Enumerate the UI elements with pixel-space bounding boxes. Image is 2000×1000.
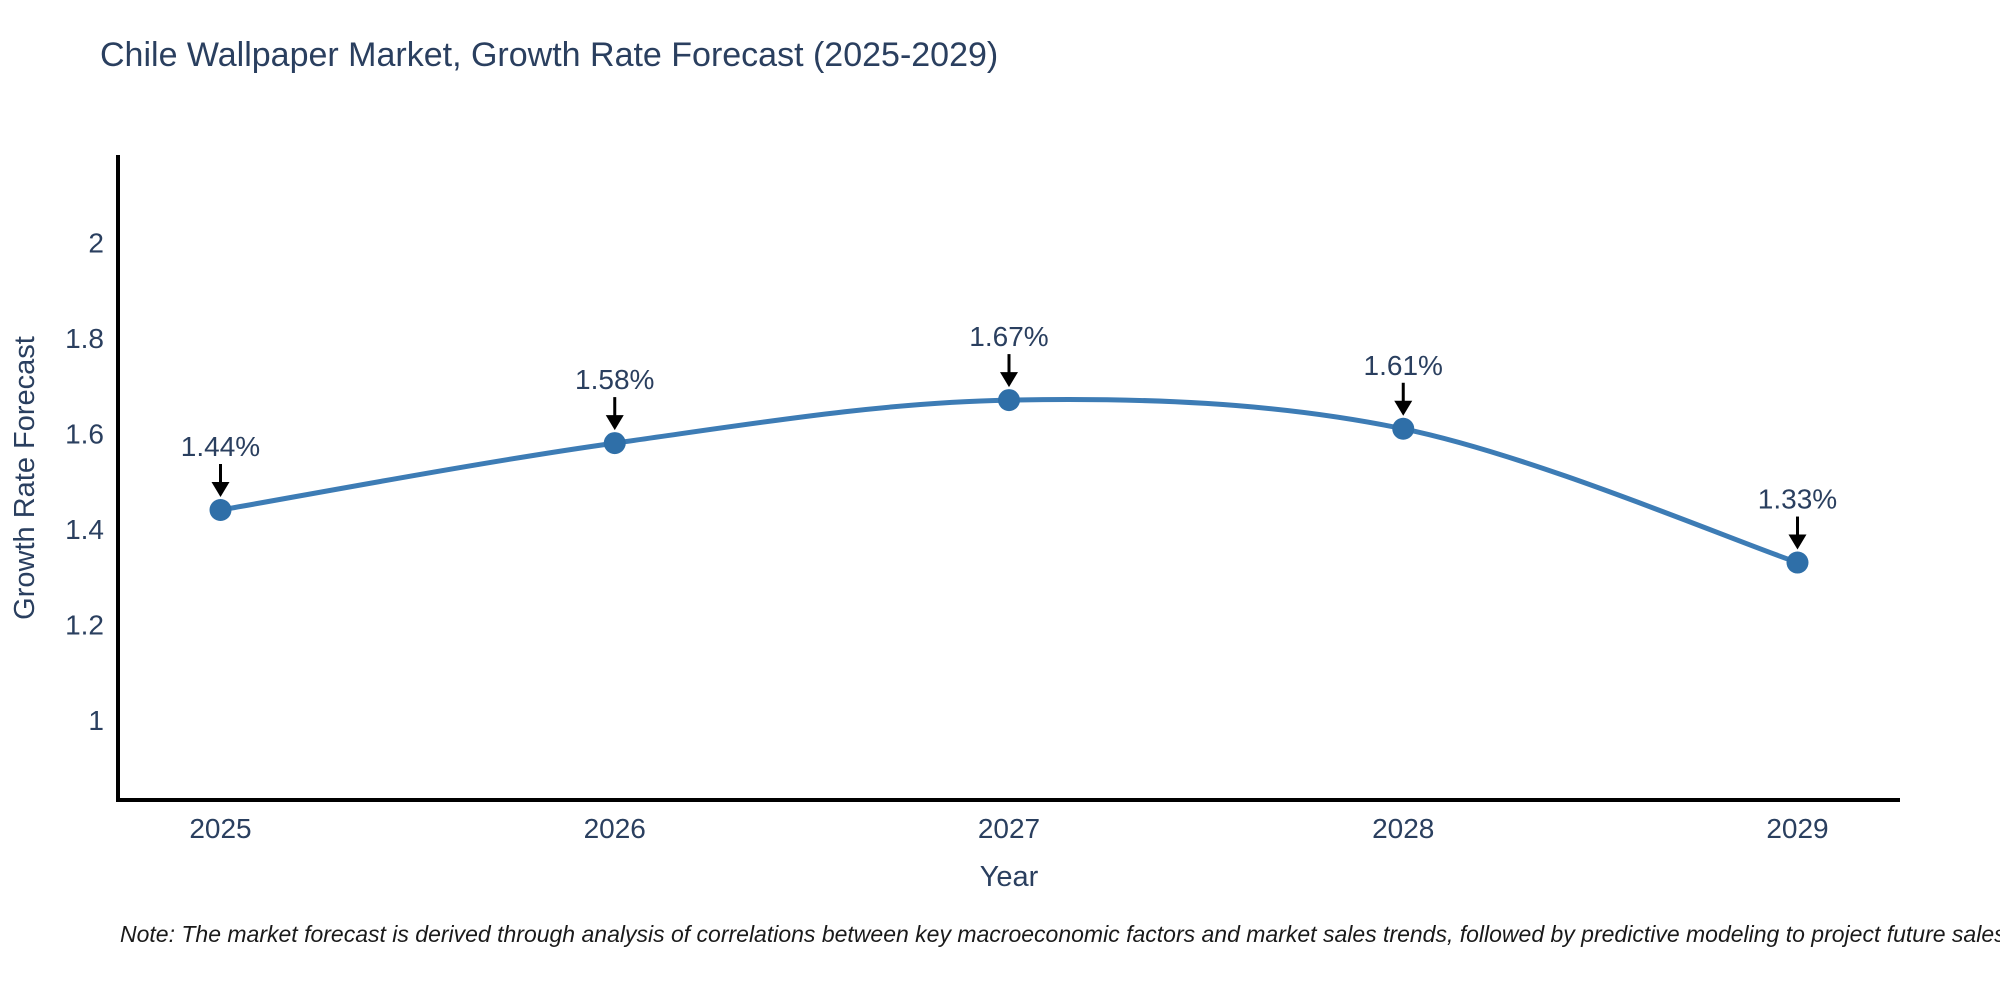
point-annotations: 1.44% 1.58% 1.67% 1.61% 1.33% [181,321,1837,550]
y-axis-title: Growth Rate Forecast [9,336,41,620]
annotation-arrow-head [211,481,230,497]
x-tick-label: 2026 [584,813,646,844]
x-axis-tick-labels: 2025 2026 2027 2028 2029 [189,813,1828,844]
annotation-label-2026: 1.58% [575,364,654,395]
data-point-2028[interactable] [1392,417,1415,440]
series-spline [218,397,1800,565]
annotation-arrow-head [1788,534,1807,550]
annotation-arrow-head [1394,400,1413,416]
y-axis-tick-labels: 1 1.2 1.4 1.6 1.8 2 [65,227,104,736]
data-point-2027[interactable] [998,389,1020,412]
x-axis-title: Year [980,861,1039,893]
annotation-arrow-head [605,415,624,431]
annotation-label-2029: 1.33% [1758,484,1837,515]
annotation-label-2027: 1.67% [969,321,1048,352]
y-tick-label: 1.4 [65,514,104,545]
x-tick-label: 2027 [978,813,1040,844]
footnote: Note: The market forecast is derived thr… [120,921,2000,947]
y-tick-label: 1 [88,705,104,736]
data-point-2026[interactable] [603,432,626,455]
y-tick-label: 1.8 [65,323,104,354]
y-tick-label: 1.6 [65,419,104,450]
annotation-label-2028: 1.61% [1364,350,1443,381]
y-tick-label: 1.2 [65,610,104,641]
annotation-label-2025: 1.44% [181,431,260,462]
chart-title: Chile Wallpaper Market, Growth Rate Fore… [100,36,998,74]
data-series-line [218,397,1800,565]
axis-lines [116,155,1900,802]
data-point-2025[interactable] [209,498,232,521]
annotation-arrow-head [1000,372,1018,388]
x-tick-label: 2029 [1766,813,1828,844]
x-tick-label: 2025 [189,813,251,844]
x-tick-label: 2028 [1372,813,1434,844]
y-tick-label: 2 [88,227,104,258]
data-point-markers [209,389,1809,574]
data-point-2029[interactable] [1786,551,1809,574]
